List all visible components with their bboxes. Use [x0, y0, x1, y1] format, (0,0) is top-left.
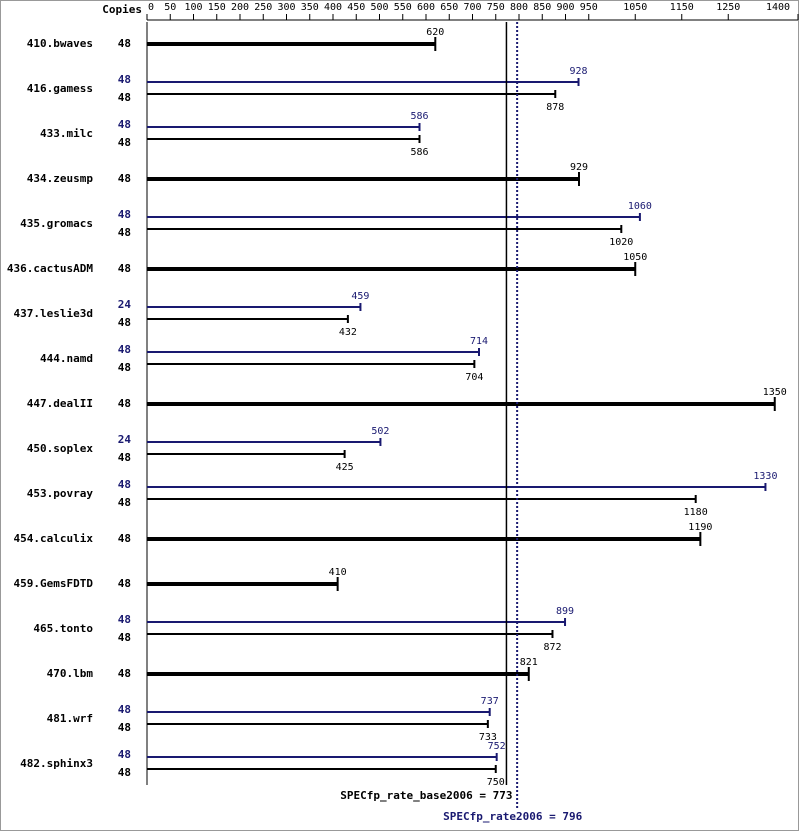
value-label: 1060 — [628, 201, 652, 212]
x-tick-label: 650 — [440, 2, 458, 13]
value-label: 752 — [488, 741, 506, 752]
benchmark-label: 410.bwaves — [27, 37, 93, 50]
x-tick-label: 0 — [148, 2, 154, 13]
copies: 48 — [118, 532, 131, 545]
x-tick-label: 950 — [580, 2, 598, 13]
x-tick-label: 400 — [324, 2, 342, 13]
copies: 48 — [118, 748, 131, 761]
benchmark-label: 447.dealII — [27, 397, 93, 410]
x-tick-label: 750 — [487, 2, 505, 13]
x-tick-label: 500 — [370, 2, 388, 13]
value-label: 459 — [351, 291, 369, 302]
value-label: 878 — [546, 102, 564, 113]
value-label: 586 — [410, 111, 428, 122]
copies: 48 — [118, 118, 131, 131]
reference-label: SPECfp_rate2006 = 796 — [443, 810, 582, 823]
copies: 48 — [118, 262, 131, 275]
value-label: 928 — [569, 66, 587, 77]
value-label: 704 — [465, 372, 483, 383]
x-tick-label: 450 — [347, 2, 365, 13]
copies: 48 — [118, 667, 131, 680]
benchmark-label: 481.wrf — [47, 712, 93, 725]
copies: 48 — [118, 208, 131, 221]
value-label: 929 — [570, 162, 588, 173]
copies: 48 — [118, 613, 131, 626]
copies: 48 — [118, 73, 131, 86]
copies: 48 — [118, 136, 131, 149]
copies: 48 — [118, 631, 131, 644]
value-label: 714 — [470, 336, 488, 347]
copies: 48 — [118, 577, 131, 590]
value-label: 899 — [556, 606, 574, 617]
benchmark-label: 465.tonto — [33, 622, 93, 635]
copies: 48 — [118, 343, 131, 356]
benchmark-label: 436.cactusADM — [7, 262, 93, 275]
x-tick-label: 250 — [254, 2, 272, 13]
copies: 48 — [118, 37, 131, 50]
value-label: 410 — [329, 567, 347, 578]
copies: 48 — [118, 703, 131, 716]
value-label: 737 — [481, 696, 499, 707]
value-label: 620 — [426, 27, 444, 38]
x-tick-label: 200 — [231, 2, 249, 13]
x-tick-label: 1150 — [670, 2, 694, 13]
value-label: 425 — [336, 462, 354, 473]
copies: 48 — [118, 478, 131, 491]
benchmark-label: 470.lbm — [47, 667, 94, 680]
value-label: 750 — [487, 777, 505, 788]
benchmark-label: 435.gromacs — [20, 217, 93, 230]
benchmark-label: 433.milc — [40, 127, 93, 140]
x-tick-label: 100 — [184, 2, 202, 13]
benchmark-label: 450.soplex — [27, 442, 94, 455]
benchmark-label: 444.namd — [40, 352, 93, 365]
x-tick-label: 550 — [394, 2, 412, 13]
x-tick-label: 350 — [301, 2, 319, 13]
x-tick-label: 800 — [510, 2, 528, 13]
x-tick-label: 300 — [277, 2, 295, 13]
value-label: 821 — [520, 657, 538, 668]
x-tick-label: 600 — [417, 2, 435, 13]
x-tick-label: 900 — [556, 2, 574, 13]
x-tick-label: 850 — [533, 2, 551, 13]
copies: 48 — [118, 226, 131, 239]
x-tick-label: 150 — [208, 2, 226, 13]
value-label: 872 — [543, 642, 561, 653]
benchmark-label: 416.gamess — [27, 82, 93, 95]
copies: 24 — [118, 298, 132, 311]
benchmark-label: 453.povray — [27, 487, 94, 500]
value-label: 1020 — [609, 237, 633, 248]
copies: 48 — [118, 397, 131, 410]
x-tick-label: 1250 — [716, 2, 740, 13]
value-label: 502 — [371, 426, 389, 437]
benchmark-label: 454.calculix — [14, 532, 94, 545]
copies: 24 — [118, 433, 132, 446]
benchmark-label: 437.leslie3d — [14, 307, 93, 320]
copies: 48 — [118, 721, 131, 734]
value-label: 1330 — [753, 471, 777, 482]
benchmark-label: 434.zeusmp — [27, 172, 94, 185]
x-tick-label: 700 — [463, 2, 481, 13]
value-label: 1350 — [763, 387, 787, 398]
value-label: 1050 — [623, 252, 647, 263]
copies: 48 — [118, 496, 131, 509]
value-label: 733 — [479, 732, 497, 743]
value-label: 586 — [410, 147, 428, 158]
copies: 48 — [118, 172, 131, 185]
copies: 48 — [118, 91, 131, 104]
benchmark-label: 482.sphinx3 — [20, 757, 93, 770]
x-tick-label: 50 — [164, 2, 176, 13]
x-tick-label: 1400 — [766, 2, 790, 13]
benchmark-label: 459.GemsFDTD — [14, 577, 94, 590]
copies: 48 — [118, 316, 131, 329]
copies: 48 — [118, 451, 131, 464]
value-label: 1180 — [684, 507, 708, 518]
copies: 48 — [118, 766, 131, 779]
copies: 48 — [118, 361, 131, 374]
copies-header: Copies — [102, 3, 142, 16]
reference-label: SPECfp_rate_base2006 = 773 — [340, 789, 512, 802]
value-label: 1190 — [688, 522, 712, 533]
x-tick-label: 1050 — [623, 2, 647, 13]
value-label: 432 — [339, 327, 357, 338]
